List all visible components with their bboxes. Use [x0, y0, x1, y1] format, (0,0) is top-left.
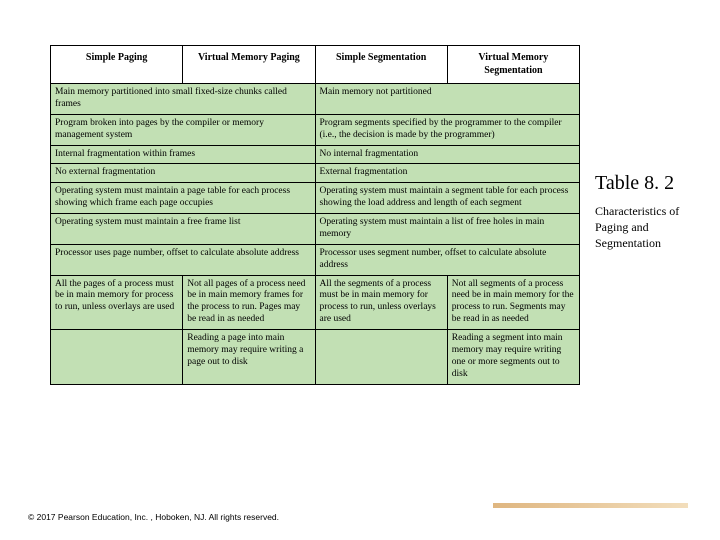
table-row: Main memory partitioned into small fixed… [51, 84, 580, 115]
table-row: Operating system must maintain a page ta… [51, 183, 580, 214]
table-row: All the pages of a process must be in ma… [51, 275, 580, 330]
copyright-footer: © 2017 Pearson Education, Inc. , Hoboken… [28, 512, 279, 522]
table-cell: Operating system must maintain a free fr… [51, 214, 316, 245]
table-cell: Program segments specified by the progra… [315, 114, 580, 145]
table-row: No external fragmentation External fragm… [51, 164, 580, 183]
col-header: Virtual Memory Paging [183, 46, 315, 84]
table-cell: All the segments of a process must be in… [315, 275, 447, 330]
table-cell: Main memory not partitioned [315, 84, 580, 115]
table-cell: Not all segments of a process need be in… [447, 275, 579, 330]
table-cell: Processor uses segment number, offset to… [315, 244, 580, 275]
table-number: Table 8. 2 [595, 172, 710, 195]
col-header: Virtual Memory Segmentation [447, 46, 579, 84]
comparison-table: Simple Paging Virtual Memory Paging Simp… [50, 45, 580, 385]
table-cell: Operating system must maintain a segment… [315, 183, 580, 214]
table-cell: Program broken into pages by the compile… [51, 114, 316, 145]
table-cell: Main memory partitioned into small fixed… [51, 84, 316, 115]
table-cell: All the pages of a process must be in ma… [51, 275, 183, 330]
table-row: Program broken into pages by the compile… [51, 114, 580, 145]
col-header: Simple Segmentation [315, 46, 447, 84]
table-cell: Not all pages of a process need be in ma… [183, 275, 315, 330]
comparison-table-container: Simple Paging Virtual Memory Paging Simp… [50, 45, 580, 385]
table-cell: Operating system must maintain a list of… [315, 214, 580, 245]
table-row: Reading a page into main memory may requ… [51, 330, 580, 385]
table-cell: Operating system must maintain a page ta… [51, 183, 316, 214]
table-cell: Reading a segment into main memory may r… [447, 330, 579, 385]
table-cell [51, 330, 183, 385]
table-cell: Processor uses page number, offset to ca… [51, 244, 316, 275]
table-header-row: Simple Paging Virtual Memory Paging Simp… [51, 46, 580, 84]
footer-stripe-decoration [493, 503, 688, 508]
table-row: Operating system must maintain a free fr… [51, 214, 580, 245]
table-cell: External fragmentation [315, 164, 580, 183]
table-cell: Reading a page into main memory may requ… [183, 330, 315, 385]
table-caption-text: Characteristics of Paging and Segmentati… [595, 203, 710, 252]
table-cell: No external fragmentation [51, 164, 316, 183]
table-row: Processor uses page number, offset to ca… [51, 244, 580, 275]
table-cell [315, 330, 447, 385]
table-cell: No internal fragmentation [315, 145, 580, 164]
table-row: Internal fragmentation within frames No … [51, 145, 580, 164]
sidebar-caption: Table 8. 2 Characteristics of Paging and… [595, 172, 710, 252]
col-header: Simple Paging [51, 46, 183, 84]
table-cell: Internal fragmentation within frames [51, 145, 316, 164]
